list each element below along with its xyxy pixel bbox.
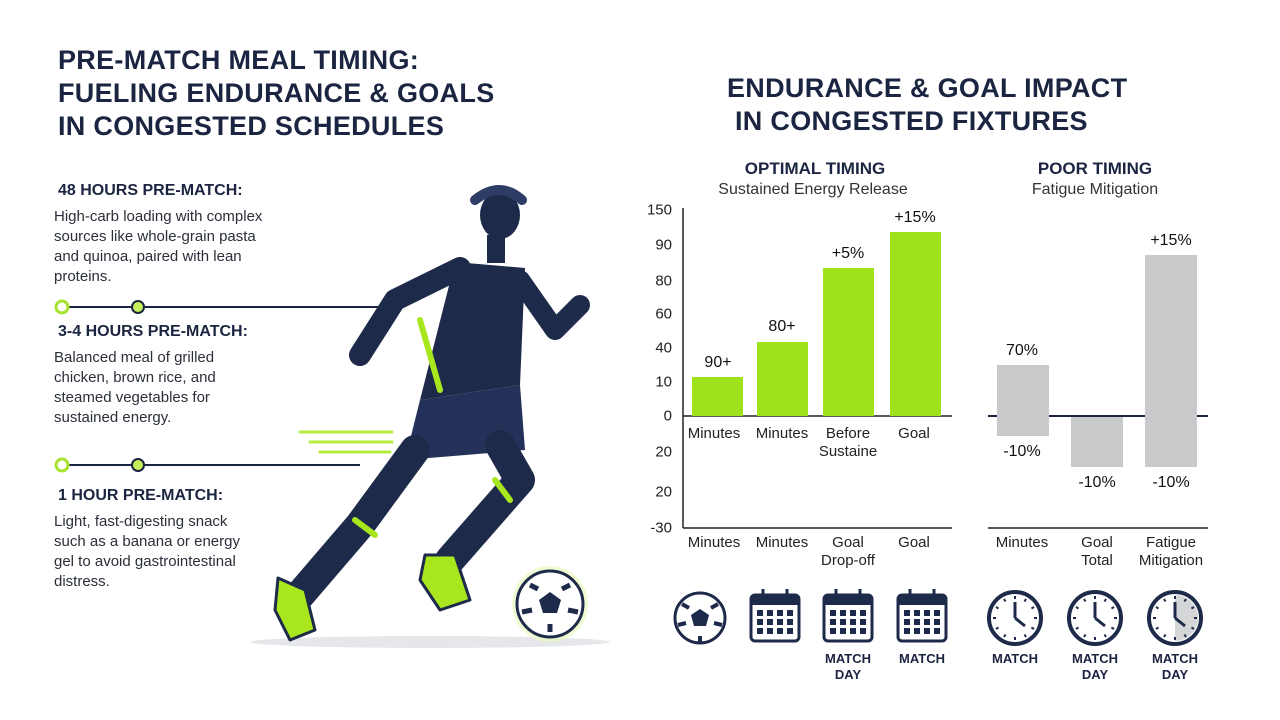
timeline-connector bbox=[54, 457, 360, 473]
bar-label: +15% bbox=[894, 209, 936, 226]
axis-label: 90 bbox=[655, 236, 672, 254]
title-line: FUELING ENDURANCE & GOALS bbox=[58, 78, 495, 108]
soccer-ball bbox=[512, 566, 588, 642]
category-label: Minutes bbox=[687, 534, 741, 551]
poor-chart bbox=[988, 255, 1208, 529]
title-line: ENDURANCE & GOAL IMPACT bbox=[727, 73, 1128, 103]
bar-label: 90+ bbox=[704, 354, 732, 371]
calendar-icon bbox=[749, 589, 801, 643]
optimal-chart bbox=[682, 208, 952, 529]
category-label: Total bbox=[1081, 552, 1113, 569]
icon-label: DAY bbox=[1161, 667, 1189, 682]
icon-label: MATCH bbox=[1152, 651, 1198, 666]
motion-lines bbox=[298, 430, 394, 454]
step-text: distress. bbox=[54, 573, 110, 590]
category-label: Goal bbox=[832, 534, 864, 551]
step-text: chicken, brown rice, and bbox=[54, 369, 216, 386]
axis-label: 80 bbox=[655, 272, 672, 290]
icon-label: MATCH bbox=[899, 651, 945, 666]
category-label: Mitigation bbox=[1138, 552, 1204, 569]
bar-label: -10% bbox=[1152, 474, 1190, 491]
step-text: such as a banana or energy bbox=[54, 533, 240, 550]
title-line: IN CONGESTED FIXTURES bbox=[735, 106, 1088, 136]
step-text: steamed vegetables for bbox=[54, 389, 210, 406]
category-label: Drop-off bbox=[821, 552, 875, 569]
step-text: sources like whole-grain pasta bbox=[54, 228, 256, 245]
axis-label: 20 bbox=[655, 443, 672, 461]
timeline-connector bbox=[54, 299, 400, 315]
step-text: proteins. bbox=[54, 268, 112, 285]
category-label: Fatigue bbox=[1145, 534, 1197, 551]
axis-label: 150 bbox=[646, 201, 672, 219]
icon-label: DAY bbox=[1081, 667, 1109, 682]
bar-label: +15% bbox=[1150, 232, 1192, 249]
step-heading: 3-4 HOURS PRE-MATCH: bbox=[58, 323, 248, 340]
step-text: and quinoa, paired with lean bbox=[54, 248, 242, 265]
panel-heading: OPTIMAL TIMING bbox=[744, 159, 886, 178]
step-text: Light, fast-digesting snack bbox=[54, 513, 228, 530]
impact-title: ENDURANCE & GOAL IMPACT IN CONGESTED FIX… bbox=[727, 72, 1127, 138]
axis-label: 20 bbox=[655, 483, 672, 501]
ball-icon bbox=[673, 591, 727, 645]
bar-label: 80+ bbox=[768, 318, 796, 335]
bar-label: 70% bbox=[1005, 342, 1039, 359]
step-heading: 1 HOUR PRE-MATCH: bbox=[58, 487, 224, 504]
icon-label: MATCH bbox=[992, 651, 1038, 666]
title-line: IN CONGESTED SCHEDULES bbox=[58, 111, 445, 141]
bar-label: +5% bbox=[831, 245, 865, 262]
category-label: Goal bbox=[898, 534, 930, 551]
step-text: Balanced meal of grilled bbox=[54, 349, 215, 366]
panel-subheading: Fatigue Mitigation bbox=[1031, 181, 1159, 198]
category-label: Before bbox=[825, 425, 871, 442]
bar-label: -10% bbox=[1003, 443, 1041, 460]
icon-label: DAY bbox=[834, 667, 862, 682]
step-text: High-carb loading with complex bbox=[54, 208, 263, 225]
step-heading: 48 HOURS PRE-MATCH: bbox=[58, 182, 243, 199]
title: PRE-MATCH MEAL TIMING: FUELING ENDURANCE… bbox=[58, 44, 495, 143]
category-label: Minutes bbox=[755, 425, 809, 442]
calendar-icon bbox=[896, 589, 948, 643]
axis-label: 0 bbox=[663, 407, 672, 425]
axis-label: -30 bbox=[650, 519, 672, 537]
category-label: Minutes bbox=[995, 534, 1049, 551]
player-illustration bbox=[250, 185, 610, 648]
calendar-icon bbox=[822, 589, 874, 643]
category-label: Goal bbox=[1081, 534, 1113, 551]
clock-icon bbox=[1147, 590, 1203, 646]
icon-label: MATCH bbox=[1072, 651, 1118, 666]
clock-icon bbox=[1067, 590, 1123, 646]
category-label: Minutes bbox=[755, 534, 809, 551]
panel-subheading: Sustained Energy Release bbox=[718, 181, 908, 198]
title-line: PRE-MATCH MEAL TIMING: bbox=[58, 45, 420, 75]
step-text: sustained energy. bbox=[54, 409, 172, 426]
bar-label: -10% bbox=[1078, 474, 1116, 491]
step-text: gel to avoid gastrointestinal bbox=[54, 553, 236, 570]
axis-label: 60 bbox=[655, 305, 672, 323]
axis-label: 40 bbox=[655, 339, 672, 357]
category-label: Sustaine bbox=[818, 443, 878, 460]
category-label: Goal bbox=[898, 425, 930, 442]
icon-label: MATCH bbox=[825, 651, 871, 666]
clock-icon bbox=[987, 590, 1043, 646]
axis-label: 10 bbox=[655, 373, 672, 391]
category-label: Minutes bbox=[687, 425, 741, 442]
panel-heading: POOR TIMING bbox=[1037, 159, 1153, 178]
